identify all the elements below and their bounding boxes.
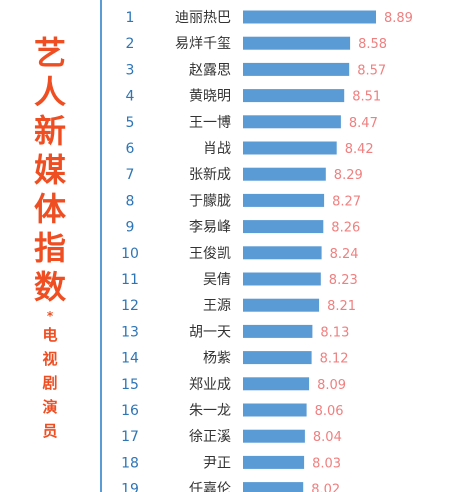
rank-label: 3 [126, 62, 135, 78]
side-panel: 艺 人 新 媒 体 指 数 * 电 视 剧 演 员 [0, 0, 102, 492]
subtitle-char: 视 [42, 350, 58, 368]
data-label: 8.29 [334, 168, 363, 183]
rank-label: 1 [126, 10, 135, 26]
category-label: 赵露思 [189, 62, 231, 78]
category-label: 朱一龙 [189, 403, 231, 419]
rank-label: 4 [126, 89, 135, 105]
bar [243, 482, 304, 492]
rank-label: 19 [121, 482, 139, 492]
category-label: 肖战 [203, 141, 231, 157]
bar [243, 298, 320, 312]
data-label: 8.09 [317, 378, 346, 393]
bar [243, 246, 322, 260]
chart-title: 艺 人 新 媒 体 指 数 * 电 视 剧 演 员 [0, 34, 100, 443]
rank-label: 17 [121, 429, 139, 445]
data-label: 8.13 [320, 325, 349, 340]
title-char: 指 [33, 229, 66, 267]
data-label: 8.26 [331, 221, 360, 236]
bar [243, 272, 321, 286]
rank-label: 10 [121, 246, 139, 262]
rank-label: 18 [121, 455, 139, 471]
title-char: 媒 [33, 151, 66, 189]
bar [243, 455, 305, 469]
rank-label: 6 [126, 141, 135, 157]
data-label: 8.27 [332, 194, 361, 209]
category-label: 郑业成 [189, 377, 231, 393]
bar [243, 115, 341, 129]
rank-label: 11 [121, 272, 139, 288]
title-char: 体 [33, 190, 66, 228]
rank-label: 12 [121, 298, 139, 314]
subtitle-char: 电 [42, 326, 58, 344]
category-label: 王俊凯 [189, 246, 231, 262]
rank-label: 13 [121, 324, 139, 340]
title-char: 艺 [33, 34, 66, 72]
data-label: 8.42 [345, 142, 374, 157]
category-label: 黄晓明 [189, 88, 231, 105]
data-label: 8.23 [329, 273, 358, 288]
data-label: 8.47 [349, 116, 378, 131]
bar [243, 89, 345, 103]
bar-chart: 1 迪丽热巴 8.89 2 易烊千玺 8.58 3 赵露思 8.57 4 黄晓明 8.51 5 王一博 8.… [121, 10, 413, 492]
data-label: 8.06 [315, 404, 344, 419]
data-label: 8.51 [352, 90, 381, 105]
data-label: 8.89 [384, 11, 413, 26]
bar [243, 324, 313, 338]
bar [243, 403, 307, 417]
rank-label: 2 [126, 36, 135, 52]
category-label: 王一博 [189, 114, 231, 131]
category-label: 李易峰 [189, 220, 231, 236]
subtitle-char: 剧 [42, 374, 58, 392]
category-label: 易烊千玺 [175, 36, 231, 52]
rank-label: 14 [121, 351, 139, 367]
bar [243, 141, 337, 155]
category-label: 于朦胧 [189, 193, 231, 209]
data-label: 8.57 [357, 63, 386, 78]
data-label: 8.03 [312, 456, 341, 471]
rank-label: 9 [126, 220, 135, 236]
title-char: 新 [33, 112, 66, 150]
bar [243, 220, 324, 234]
category-label: 张新成 [189, 167, 231, 183]
category-label: 尹正 [203, 455, 231, 471]
data-label: 8.04 [313, 430, 342, 445]
data-label: 8.02 [311, 483, 340, 492]
category-label: 任嘉伦 [189, 482, 231, 492]
bar [243, 193, 325, 207]
data-label: 8.12 [320, 352, 349, 367]
bar [243, 429, 305, 443]
data-label: 8.58 [358, 37, 387, 52]
category-label: 迪丽热巴 [175, 10, 231, 26]
category-label: 王源 [203, 298, 231, 314]
title-char: 数 [33, 268, 66, 306]
category-label: 杨紫 [203, 351, 231, 367]
bar [243, 62, 350, 76]
rank-label: 16 [121, 403, 139, 419]
bar [243, 10, 376, 24]
category-label: 徐正溪 [189, 429, 231, 445]
rank-label: 8 [126, 193, 135, 209]
rank-label: 15 [121, 377, 139, 393]
category-label: 吴倩 [203, 272, 231, 288]
data-label: 8.21 [327, 299, 356, 314]
category-label: 胡一天 [189, 324, 231, 340]
title-char: 人 [33, 73, 66, 111]
data-label: 8.24 [330, 247, 359, 262]
subtitle-char: 员 [42, 422, 58, 440]
rank-label: 5 [126, 115, 135, 131]
bar [243, 351, 312, 365]
bar [243, 377, 310, 391]
title-asterisk: * [46, 309, 54, 323]
rank-label: 7 [126, 167, 135, 183]
bar [243, 36, 351, 50]
subtitle-char: 演 [42, 398, 58, 416]
bar [243, 167, 326, 181]
